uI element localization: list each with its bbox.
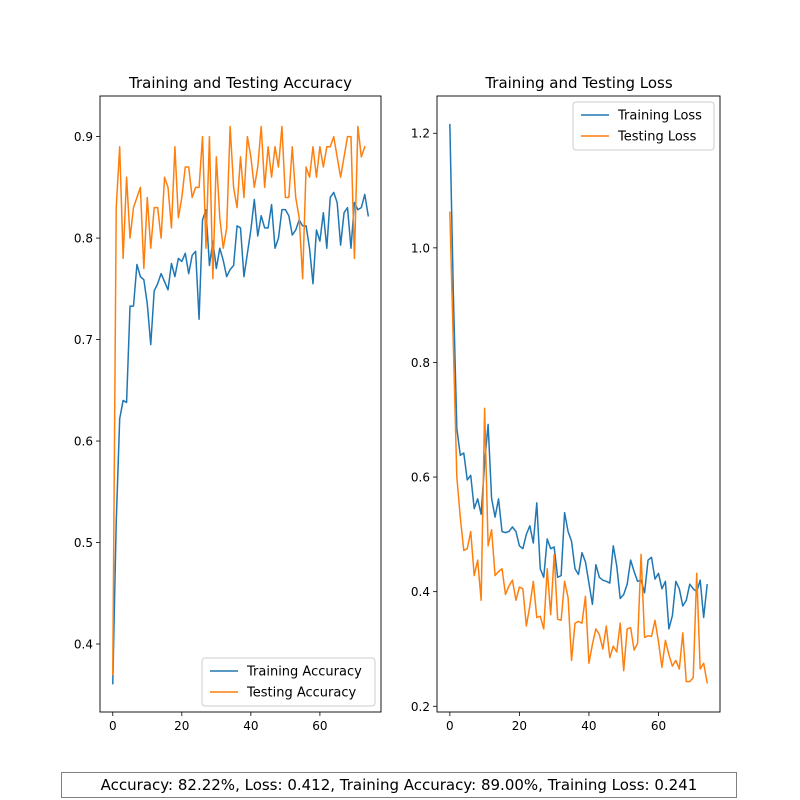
accuracy-y-tick-label-4: 0.8 [74,232,93,246]
accuracy-chart-title: Training and Testing Accuracy [128,74,352,92]
accuracy-x-tick-label-0: 0 [109,719,117,733]
loss-legend: Training Loss Testing Loss [572,101,715,151]
loss-y-tick-label-0: 0.2 [411,700,430,714]
loss-chart: Training and Testing Loss 0 20 40 60 0.2 0.4… [411,74,721,733]
accuracy-chart: Training and Testing Accuracy 0 20 40 60 0.… [74,74,382,733]
accuracy-series-line-1 [112,125,366,676]
accuracy-axes-frame [99,95,382,713]
accuracy-y-tick-label-5: 0.9 [74,130,93,144]
accuracy-x-tick-label-2: 40 [243,719,258,733]
accuracy-legend: Training Accuracy Testing Accuracy [201,657,376,707]
loss-legend-label-1: Testing Loss [617,130,697,145]
loss-y-tick-label-2: 0.6 [411,471,430,485]
loss-x-tick-label-0: 0 [446,719,454,733]
loss-plot-lines [449,123,709,684]
loss-y-tick-label-5: 1.2 [411,127,430,141]
accuracy-legend-label-0: Training Accuracy [246,665,362,680]
accuracy-plot-lines [112,125,370,685]
accuracy-y-tick-label-3: 0.7 [74,333,93,347]
loss-x-ticks: 0 20 40 60 [446,712,666,733]
accuracy-y-tick-label-1: 0.5 [74,536,93,550]
accuracy-x-ticks: 0 20 40 60 [109,712,328,733]
accuracy-x-tick-label-3: 60 [312,719,327,733]
loss-legend-frame [572,101,715,151]
loss-y-ticks: 0.2 0.4 0.6 0.8 1.0 1.2 [411,127,437,714]
loss-y-tick-label-4: 1.0 [411,241,430,255]
accuracy-y-ticks: 0.4 0.5 0.6 0.7 0.8 0.9 [74,130,100,652]
loss-chart-title: Training and Testing Loss [484,74,673,92]
metrics-summary-text: Accuracy: 82.22%, Loss: 0.412, Training … [100,776,698,794]
accuracy-y-tick-label-2: 0.6 [74,435,93,449]
loss-x-tick-label-1: 20 [512,719,527,733]
loss-axes-frame [436,95,721,713]
accuracy-legend-frame [201,657,376,707]
accuracy-y-tick-label-0: 0.4 [74,638,93,652]
loss-y-tick-label-3: 0.8 [411,356,430,370]
accuracy-series-line-0 [112,191,370,685]
loss-y-tick-label-1: 0.4 [411,585,430,599]
loss-series-line-0 [449,123,708,630]
loss-legend-label-0: Training Loss [617,109,702,124]
accuracy-x-tick-label-1: 20 [174,719,189,733]
loss-x-tick-label-2: 40 [581,719,596,733]
accuracy-legend-label-1: Testing Accuracy [246,686,356,701]
loss-x-tick-label-3: 60 [651,719,666,733]
loss-series-line-1 [449,211,709,684]
metrics-summary-box: Accuracy: 82.22%, Loss: 0.412, Training … [61,772,737,798]
